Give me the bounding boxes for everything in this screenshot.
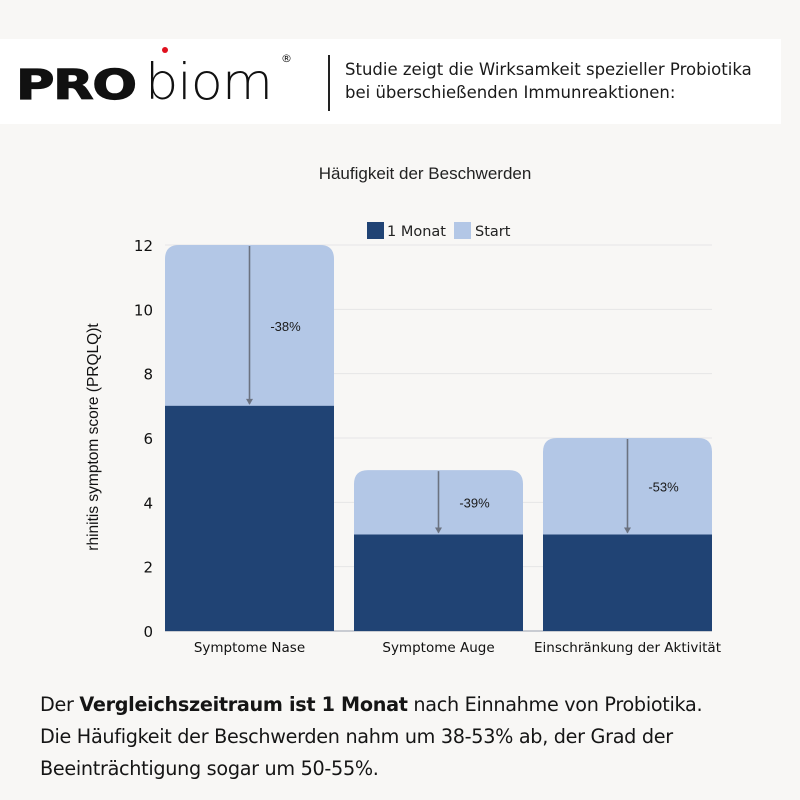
y-tick-label: 6 [143, 430, 153, 448]
reduction-label: -38% [270, 319, 301, 334]
arrowhead-icon [246, 398, 253, 405]
reduction-label: -53% [648, 479, 679, 494]
legend-label-start: Start [475, 224, 511, 240]
y-axis-label: rhinitis symptom score (PRQLQ)t [85, 323, 102, 551]
y-tick-label: 10 [134, 301, 153, 319]
registered-mark: ® [281, 52, 292, 65]
x-tick-label: Einschränkung der Aktivität [534, 640, 721, 656]
footer-line-1-post: nach Einnahme von Probiotika. [407, 693, 703, 716]
y-tick-label: 8 [143, 366, 153, 384]
footer-line-1-pre: Der [40, 693, 80, 716]
chart-legend: 1 Monat Start [367, 222, 511, 240]
bar-1-monat-2 [543, 534, 712, 631]
x-tick-label: Symptome Auge [382, 640, 494, 656]
header-line-2: bei überschießenden Immunreaktionen: [345, 83, 676, 102]
chart-title: Häufigkeit der Beschwerden [319, 164, 532, 183]
footer-line-2: Die Häufigkeit der Beschwerden nahm um 3… [40, 725, 673, 748]
y-tick-label: 4 [143, 494, 153, 512]
header-line-1: Studie zeigt die Wirksamkeit spezieller … [345, 60, 752, 79]
arrowhead-icon [624, 527, 631, 534]
footer-line-3: Beeinträchtigung sogar um 50-55%. [40, 757, 379, 780]
bar-1-monat-1 [354, 534, 523, 631]
logo-red-dot-icon [162, 47, 168, 53]
bar-1-monat-0 [165, 405, 334, 631]
header-divider [328, 55, 330, 111]
reduction-label: -39% [459, 495, 490, 510]
probiom-logo: PRO biom [15, 57, 273, 110]
legend-swatch-start [454, 222, 471, 239]
footer-line-1: Der Vergleichszeitraum ist 1 Monat nach … [40, 689, 703, 721]
footer-summary: Der Vergleichszeitraum ist 1 Monat nach … [40, 689, 703, 785]
logo-pro-text: PRO [15, 60, 137, 109]
logo-biom-text: biom [145, 53, 273, 111]
x-tick-label: Symptome Nase [194, 640, 305, 656]
bar-chart: Häufigkeit der Beschwerden 1 Monat Start… [85, 164, 721, 656]
legend-swatch-1-monat [367, 222, 384, 239]
y-tick-label: 0 [143, 623, 153, 641]
arrowhead-icon [435, 527, 442, 534]
legend-label-1-monat: 1 Monat [387, 224, 446, 240]
footer-line-1-bold: Vergleichszeitraum ist 1 Monat [79, 693, 408, 716]
y-tick-label: 2 [143, 559, 153, 577]
header-description: Studie zeigt die Wirksamkeit spezieller … [345, 58, 752, 104]
y-tick-label: 12 [134, 237, 153, 255]
header-banner: PRO biom ® Studie zeigt die Wirksamkeit … [0, 39, 781, 124]
